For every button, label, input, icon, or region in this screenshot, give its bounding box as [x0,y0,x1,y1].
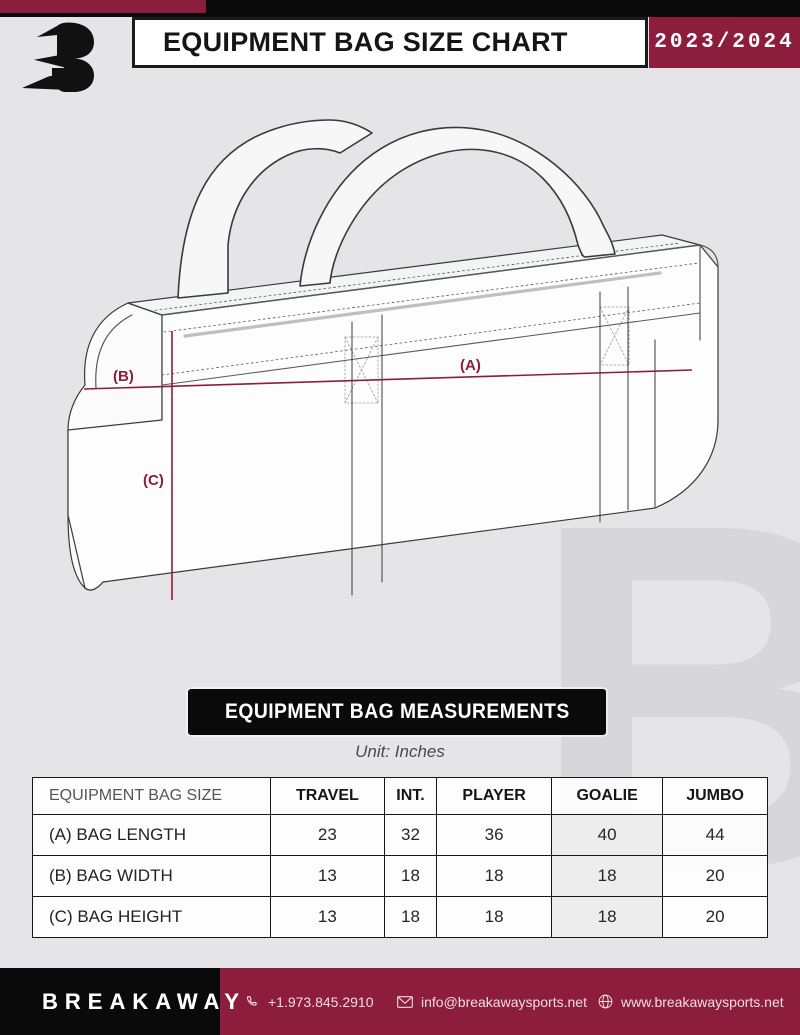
svg-text:(A): (A) [460,357,481,374]
svg-text:(C): (C) [143,472,164,489]
svg-text:(B): (B) [113,368,134,385]
